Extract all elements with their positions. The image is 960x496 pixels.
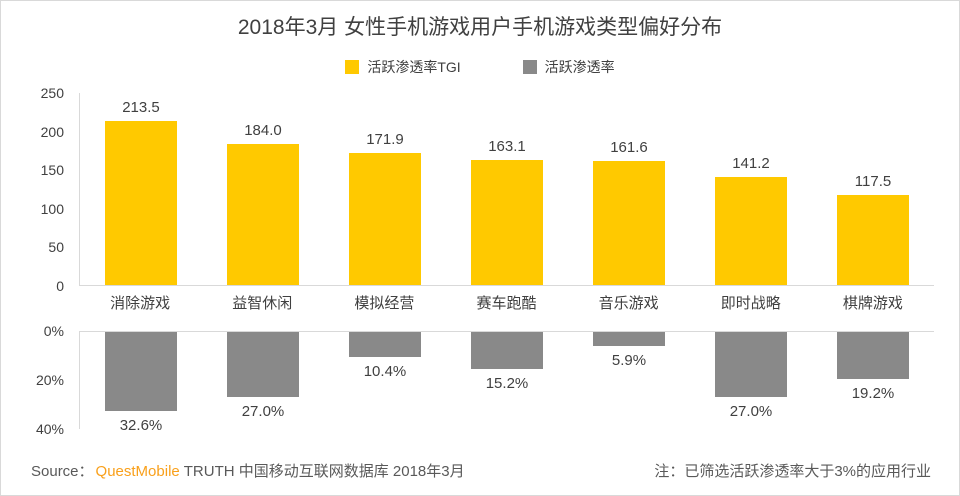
tgi-value-label: 213.5 [122, 99, 160, 117]
source-suffix: TRUTH 中国移动互联网数据库 2018年3月 [183, 463, 465, 480]
axis-tick-label: 20% [35, 372, 64, 388]
axis-tick-label: 150 [40, 162, 64, 179]
tgi-column: 171.9 [324, 93, 446, 285]
tgi-value-label: 141.2 [732, 154, 770, 172]
penetration-column: 10.4% [324, 332, 446, 429]
axis-tick-label: 200 [40, 123, 64, 140]
tgi-column: 161.6 [568, 93, 690, 285]
category-axis: 消除游戏 益智休闲 模拟经营 赛车跑酷 音乐游戏 即时战略 棋牌游戏 [79, 286, 934, 318]
penetration-value-label: 32.6% [119, 417, 163, 435]
tgi-bar [227, 143, 299, 285]
tgi-value-label: 163.1 [488, 137, 526, 155]
tgi-column: 117.5 [812, 93, 934, 285]
tgi-y-axis: 250 200 150 100 50 0 [31, 85, 79, 294]
tgi-column: 213.5 [80, 93, 202, 285]
category-label: 音乐游戏 [598, 294, 659, 312]
penetration-column: 32.6% [80, 332, 202, 434]
footer: Source： QuestMobile TRUTH 中国移动互联网数据库 2018年… [31, 460, 931, 481]
brand-questmobile: QuestMobile [95, 463, 180, 480]
penetration-bar [593, 332, 665, 347]
category-label: 消除游戏 [110, 294, 171, 312]
tgi-bar [471, 159, 543, 285]
chart-title: 2018年3月 女性手机游戏用户手机游戏类型偏好分布 [237, 16, 723, 39]
tgi-value-label: 161.6 [610, 138, 648, 156]
category-label: 即时战略 [720, 294, 781, 312]
penetration-value-label: 10.4% [363, 363, 407, 381]
tgi-value-label: 184.0 [244, 121, 282, 139]
penetration-plot: 32.6% 27.0% 10.4% 15.2% 5.9% 27.0% 19.2% [79, 331, 934, 434]
tgi-bar [593, 160, 665, 285]
penetration-bar [715, 332, 787, 398]
penetration-value-label: 27.0% [729, 403, 773, 421]
tgi-value-label: 117.5 [854, 172, 892, 190]
tgi-column: 141.2 [690, 93, 812, 285]
legend-item-tgi: 活跃渗透率TGI [345, 57, 461, 77]
axis-tick-label: 250 [40, 85, 64, 101]
source-line: Source： QuestMobile TRUTH 中国移动互联网数据库 2018年… [31, 460, 465, 481]
penetration-value-label: 5.9% [611, 352, 647, 370]
penetration-value-label: 19.2% [851, 384, 895, 402]
penetration-y-axis: 0% 20% 40% [31, 323, 79, 437]
category-label: 益智休闲 [232, 294, 293, 312]
legend-label-penetration: 活跃渗透率 [544, 59, 615, 75]
legend: 活跃渗透率TGI 活跃渗透率 [1, 57, 959, 77]
legend-label-tgi: 活跃渗透率TGI [367, 59, 461, 75]
legend-item-penetration: 活跃渗透率 [522, 57, 615, 77]
penetration-chart: 0% 20% 40% 32.6% 27.0% 10.4% 15.2% 5.9% 27.0% 19… [31, 323, 934, 437]
axis-tick-label: 0 [56, 278, 64, 294]
penetration-column: 15.2% [446, 332, 568, 429]
penetration-column: 27.0% [690, 332, 812, 429]
category-label: 赛车跑酷 [476, 294, 537, 312]
tgi-column: 184.0 [202, 93, 324, 285]
axis-tick-label: 0% [43, 323, 64, 339]
tgi-bar [715, 176, 787, 285]
penetration-bar [227, 332, 299, 398]
penetration-column: 27.0% [202, 332, 324, 429]
tgi-plot: 213.5 184.0 171.9 163.1 161.6 141.2 117.5 [79, 93, 934, 286]
penetration-bar [837, 332, 909, 379]
penetration-bar [105, 332, 177, 412]
penetration-value-label: 27.0% [241, 403, 285, 421]
legend-swatch-tgi-icon [345, 60, 360, 74]
penetration-bar [471, 332, 543, 369]
tgi-bar [105, 121, 177, 285]
tgi-chart: 250 200 150 100 50 0 213.5 184.0 171.9 163.1 161.… [31, 85, 934, 294]
tgi-column: 163.1 [446, 93, 568, 285]
penetration-column: 19.2% [812, 332, 934, 429]
category-label: 模拟经营 [354, 294, 415, 312]
penetration-value-label: 15.2% [485, 374, 529, 392]
category-label: 棋牌游戏 [842, 294, 903, 312]
note: 注：已筛选活跃渗透率大于3%的应用行业 [654, 463, 931, 480]
tgi-bar [837, 194, 909, 285]
penetration-bar [349, 332, 421, 358]
source-prefix: Source： [31, 463, 94, 480]
axis-tick-label: 40% [35, 421, 64, 437]
legend-swatch-penetration-icon [522, 60, 537, 74]
axis-tick-label: 50 [48, 239, 64, 256]
tgi-value-label: 171.9 [366, 130, 404, 148]
tgi-bar [349, 152, 421, 285]
axis-tick-label: 100 [40, 200, 64, 217]
penetration-column: 5.9% [568, 332, 690, 429]
